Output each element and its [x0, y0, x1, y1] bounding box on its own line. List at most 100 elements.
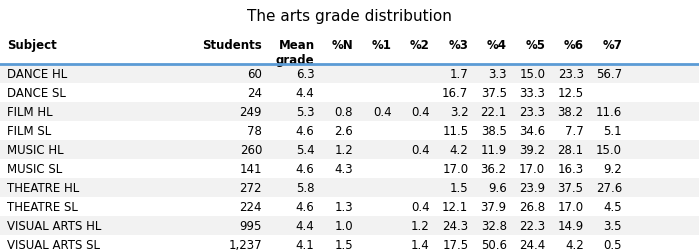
Bar: [0, 235, 699, 250]
Text: 22.3: 22.3: [519, 219, 545, 232]
Text: 60: 60: [247, 68, 262, 80]
Text: 37.5: 37.5: [481, 86, 507, 100]
Text: Mean
grade: Mean grade: [276, 39, 315, 67]
Text: %2: %2: [410, 39, 430, 52]
Text: 17.0: 17.0: [519, 162, 545, 175]
Text: 78: 78: [247, 124, 262, 137]
Bar: [0, 159, 699, 178]
Text: 1.5: 1.5: [334, 238, 353, 250]
Text: 12.1: 12.1: [442, 200, 468, 213]
Text: 5.4: 5.4: [296, 143, 315, 156]
Text: 1.5: 1.5: [449, 181, 468, 194]
Text: 4.2: 4.2: [449, 143, 468, 156]
Text: 17.0: 17.0: [558, 200, 584, 213]
Text: 1.4: 1.4: [411, 238, 430, 250]
Text: %N: %N: [331, 39, 353, 52]
Text: 5.8: 5.8: [296, 181, 315, 194]
Text: %1: %1: [372, 39, 391, 52]
Text: 1,237: 1,237: [229, 238, 262, 250]
Text: 39.2: 39.2: [519, 143, 545, 156]
Text: 16.3: 16.3: [558, 162, 584, 175]
Text: 1.3: 1.3: [334, 200, 353, 213]
Text: 24.4: 24.4: [519, 238, 545, 250]
Text: 1.2: 1.2: [334, 143, 353, 156]
Text: 4.6: 4.6: [296, 200, 315, 213]
Text: %5: %5: [525, 39, 545, 52]
Text: 141: 141: [240, 162, 262, 175]
Text: Students: Students: [203, 39, 262, 52]
Text: 24.3: 24.3: [442, 219, 468, 232]
Bar: [0, 84, 699, 102]
Text: 0.8: 0.8: [335, 106, 353, 118]
Text: 37.9: 37.9: [481, 200, 507, 213]
Bar: [0, 178, 699, 197]
Text: 4.1: 4.1: [296, 238, 315, 250]
Text: 272: 272: [240, 181, 262, 194]
Text: 23.9: 23.9: [519, 181, 545, 194]
Text: 56.7: 56.7: [596, 68, 622, 80]
Text: 4.6: 4.6: [296, 124, 315, 137]
Text: %4: %4: [487, 39, 507, 52]
Text: 17.5: 17.5: [442, 238, 468, 250]
Text: 0.4: 0.4: [411, 106, 430, 118]
Text: VISUAL ARTS HL: VISUAL ARTS HL: [7, 219, 101, 232]
Text: 36.2: 36.2: [481, 162, 507, 175]
Bar: [0, 121, 699, 140]
Text: 23.3: 23.3: [558, 68, 584, 80]
Bar: [0, 102, 699, 121]
Text: 5.3: 5.3: [296, 106, 315, 118]
Text: 224: 224: [240, 200, 262, 213]
Text: 11.5: 11.5: [442, 124, 468, 137]
Text: 4.4: 4.4: [296, 86, 315, 100]
Text: 0.4: 0.4: [411, 143, 430, 156]
Bar: [0, 64, 699, 84]
Text: 995: 995: [240, 219, 262, 232]
Text: 4.3: 4.3: [334, 162, 353, 175]
Bar: [0, 34, 699, 64]
Bar: [0, 216, 699, 235]
Text: 260: 260: [240, 143, 262, 156]
Text: Subject: Subject: [7, 39, 57, 52]
Text: 37.5: 37.5: [558, 181, 584, 194]
Text: 6.3: 6.3: [296, 68, 315, 80]
Text: 1.2: 1.2: [411, 219, 430, 232]
Text: VISUAL ARTS SL: VISUAL ARTS SL: [7, 238, 100, 250]
Text: 3.3: 3.3: [489, 68, 507, 80]
Text: 16.7: 16.7: [442, 86, 468, 100]
Text: 7.7: 7.7: [565, 124, 584, 137]
Text: 9.2: 9.2: [603, 162, 622, 175]
Text: 0.4: 0.4: [373, 106, 391, 118]
Text: MUSIC HL: MUSIC HL: [7, 143, 64, 156]
Text: 26.8: 26.8: [519, 200, 545, 213]
Text: 14.9: 14.9: [557, 219, 584, 232]
Text: 4.2: 4.2: [565, 238, 584, 250]
Text: 34.6: 34.6: [519, 124, 545, 137]
Text: 22.1: 22.1: [480, 106, 507, 118]
Text: 15.0: 15.0: [596, 143, 622, 156]
Text: 4.6: 4.6: [296, 162, 315, 175]
Text: 4.5: 4.5: [603, 200, 622, 213]
Text: 3.5: 3.5: [604, 219, 622, 232]
Text: %6: %6: [563, 39, 584, 52]
Text: 2.6: 2.6: [334, 124, 353, 137]
Text: 28.1: 28.1: [558, 143, 584, 156]
Text: THEATRE SL: THEATRE SL: [7, 200, 78, 213]
Text: MUSIC SL: MUSIC SL: [7, 162, 62, 175]
Text: 15.0: 15.0: [519, 68, 545, 80]
Text: 38.2: 38.2: [558, 106, 584, 118]
Text: 4.4: 4.4: [296, 219, 315, 232]
Text: 38.5: 38.5: [481, 124, 507, 137]
Text: 27.6: 27.6: [596, 181, 622, 194]
Text: 3.2: 3.2: [449, 106, 468, 118]
Text: DANCE SL: DANCE SL: [7, 86, 66, 100]
Text: 23.3: 23.3: [519, 106, 545, 118]
Text: FILM HL: FILM HL: [7, 106, 52, 118]
Text: THEATRE HL: THEATRE HL: [7, 181, 79, 194]
Text: 50.6: 50.6: [481, 238, 507, 250]
Text: 17.0: 17.0: [442, 162, 468, 175]
Text: 5.1: 5.1: [603, 124, 622, 137]
Text: %7: %7: [603, 39, 622, 52]
Text: %3: %3: [449, 39, 468, 52]
Text: 1.7: 1.7: [449, 68, 468, 80]
Bar: [0, 197, 699, 216]
